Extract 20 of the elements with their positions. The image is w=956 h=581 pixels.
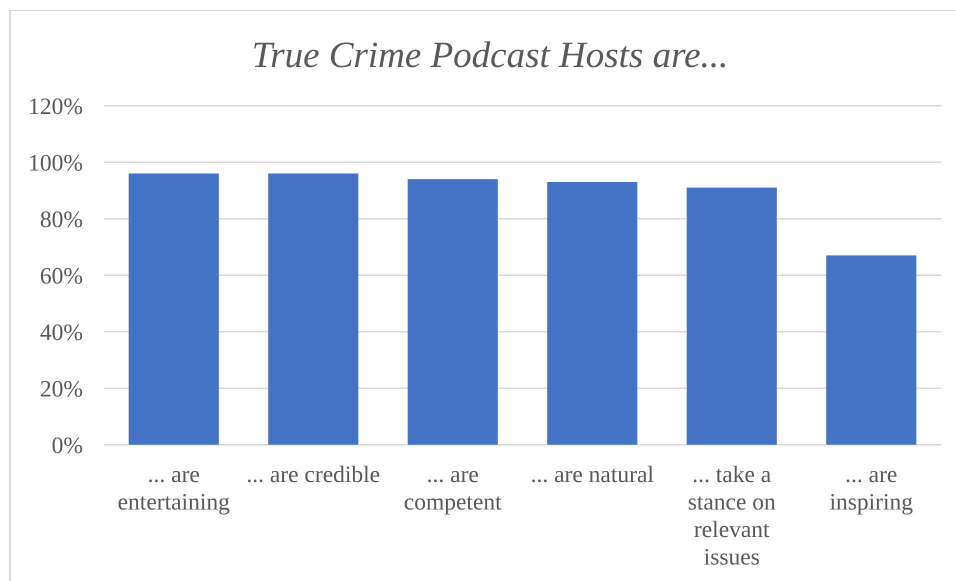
bar xyxy=(408,179,498,445)
x-tick-label: ... are entertaining xyxy=(118,462,230,516)
y-tick-label: 40% xyxy=(40,320,83,346)
bar xyxy=(826,255,916,445)
y-tick-label: 80% xyxy=(40,206,83,233)
x-tick-label: ... take a stance on relevant issues xyxy=(688,462,776,570)
bar xyxy=(686,188,777,445)
bar xyxy=(128,174,219,445)
x-tick-label: ... are competent xyxy=(404,462,502,516)
y-tick-label: 20% xyxy=(40,376,83,402)
y-tick-label: 120% xyxy=(28,94,83,120)
x-tick-label: ... are credible xyxy=(246,462,380,488)
bar xyxy=(547,182,638,445)
x-tick-label: ... are natural xyxy=(530,462,654,488)
chart-title: True Crime Podcast Hosts are... xyxy=(252,35,728,76)
bar xyxy=(268,174,358,445)
x-tick-label: ... are inspiring xyxy=(829,462,914,516)
y-tick-label: 0% xyxy=(52,432,83,459)
y-tick-label: 100% xyxy=(28,150,83,176)
y-tick-label: 60% xyxy=(40,263,83,290)
